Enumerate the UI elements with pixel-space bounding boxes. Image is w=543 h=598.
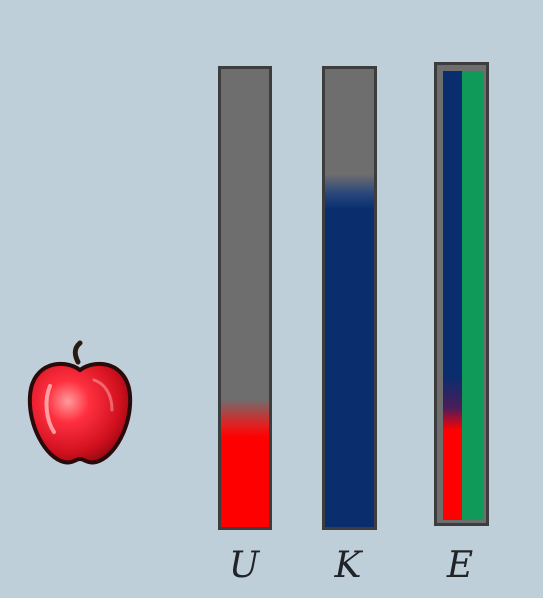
bar-e-left-fill (443, 71, 462, 520)
bar-k-fill (325, 174, 374, 527)
bar-e-label: E (446, 545, 474, 586)
bar-k-label: K (334, 545, 362, 586)
bar-u-label: U (228, 545, 260, 586)
bar-e (434, 62, 489, 526)
apple-icon (27, 340, 133, 465)
bar-e-right-fill (462, 71, 483, 520)
bar-u-fill (221, 398, 269, 527)
bar-k (322, 66, 377, 530)
bar-u (218, 66, 272, 530)
